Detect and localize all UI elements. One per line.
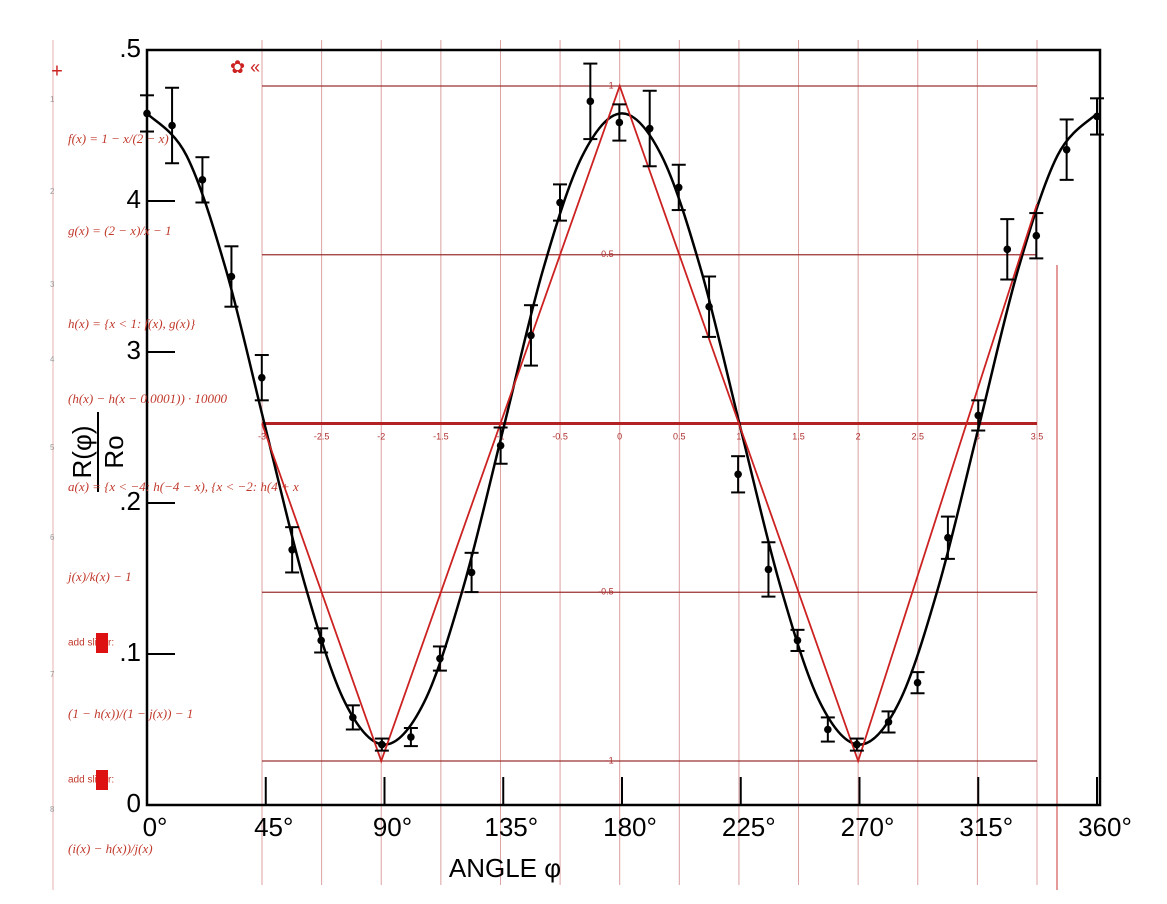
overlay-x-tick-label: -0.5: [552, 431, 568, 441]
data-point: [1032, 231, 1041, 240]
overlay-x-tick-label: -2: [377, 431, 385, 441]
expression-index: 3: [50, 280, 55, 289]
y-tick-label: 3: [127, 335, 141, 365]
expression-index: 6: [50, 533, 55, 542]
x-tick-label: 135°: [484, 812, 538, 842]
overlay-x-tick-label: 2.5: [912, 431, 925, 441]
y-tick-label: 0: [127, 788, 141, 818]
data-point: [645, 124, 654, 133]
overlay-x-tick-label: 2: [856, 431, 861, 441]
expression[interactable]: j(x)/k(x) − 1: [66, 569, 132, 584]
slider-button[interactable]: [96, 633, 108, 653]
data-point: [586, 97, 595, 106]
data-point: [378, 740, 386, 749]
data-point: [974, 411, 983, 420]
expression[interactable]: a(x) = {x < −4: h(−4 − x), {x < −2: h(4 …: [68, 479, 299, 494]
x-tick-label: 45°: [254, 812, 293, 842]
data-point: [764, 565, 773, 574]
slider-label: add slider:: [68, 638, 114, 649]
expression-index: 8: [50, 805, 55, 814]
data-point: [674, 183, 683, 192]
x-tick-label: 0°: [143, 812, 168, 842]
expression-index: 7: [50, 670, 55, 679]
data-point: [1003, 245, 1012, 254]
data-point: [705, 302, 713, 311]
y-axis-label: Ro: [99, 435, 129, 468]
x-tick-label: 270°: [841, 812, 895, 842]
data-point: [793, 636, 802, 645]
slider-button[interactable]: [96, 770, 108, 790]
overlay-x-tick-label: 0.5: [673, 431, 686, 441]
expression[interactable]: (h(x) − h(x − 0.0001)) · 10000: [68, 391, 228, 406]
data-point: [407, 733, 415, 741]
x-axis-label: ANGLE φ: [449, 853, 561, 883]
overlay-y-tick-label: 0.5: [601, 249, 614, 259]
overlay-x-tick-label: 3.5: [1031, 431, 1044, 441]
overlay-x-tick-label: 1: [736, 431, 741, 441]
data-point: [317, 636, 325, 645]
y-tick-label: .5: [119, 33, 141, 63]
data-point: [467, 568, 476, 577]
data-point: [944, 533, 952, 542]
expression-index: 5: [50, 443, 55, 452]
slider-label: add slider:: [68, 775, 114, 786]
settings-icon[interactable]: ✿ «: [230, 57, 260, 77]
fit-curve: [146, 112, 1098, 746]
data-point: [288, 546, 296, 554]
data-point: [198, 176, 207, 184]
data-point: [884, 718, 893, 726]
data-point: [143, 109, 151, 118]
expression[interactable]: h(x) = {x < 1: f(x), g(x)}: [68, 316, 196, 331]
overlay-x-tick-label: -1.5: [433, 431, 449, 441]
overlay-y-tick-label: -1: [606, 755, 614, 765]
overlay-x-tick-label: 0: [617, 431, 622, 441]
y-tick-label: .1: [119, 637, 141, 667]
data-point: [1062, 145, 1071, 154]
overlay-line: [261, 83, 1038, 764]
data-point: [734, 470, 742, 479]
x-tick-label: 180°: [603, 812, 657, 842]
plot-frame: [145, 48, 1102, 807]
expression[interactable]: f(x) = 1 − x/(2 − x): [68, 131, 169, 146]
data-point: [257, 373, 266, 382]
expression-index: 2: [50, 187, 55, 196]
expression-index: 1: [50, 95, 55, 104]
overlay-x-tick-label: -3: [258, 431, 266, 441]
overlay-x-tick-label: -2.5: [314, 431, 330, 441]
data-point: [496, 441, 505, 450]
expression[interactable]: (i(x) − h(x))/j(x): [68, 841, 153, 856]
expression[interactable]: (1 − h(x))/(1 − j(x)) − 1: [68, 706, 193, 721]
data-point: [168, 121, 176, 130]
x-tick-label: 90°: [373, 812, 412, 842]
x-tick-label: 225°: [722, 812, 776, 842]
data-point: [1093, 112, 1101, 121]
data-point: [227, 272, 236, 281]
y-axis-label: R(φ): [67, 426, 97, 479]
overlay-y-tick-label: -0.5: [598, 587, 614, 597]
data-point: [853, 740, 861, 749]
data-point: [527, 331, 535, 340]
data-point: [615, 118, 624, 127]
y-tick-label: 4: [127, 184, 141, 214]
expression[interactable]: g(x) = (2 − x)/x − 1: [68, 223, 172, 238]
expression-index: 4: [50, 355, 55, 364]
data-point: [913, 678, 922, 687]
x-tick-label: 315°: [959, 812, 1013, 842]
overlay-x-tick-label: 1.5: [792, 431, 805, 441]
data-point: [824, 725, 832, 734]
data-point: [556, 198, 564, 207]
overlay-y-tick-label: 1: [609, 80, 614, 90]
y-tick-label: .2: [119, 486, 141, 516]
data-point: [436, 654, 444, 663]
add-icon[interactable]: +: [51, 60, 63, 82]
data-point: [349, 713, 357, 722]
x-tick-label: 360°: [1078, 812, 1132, 842]
